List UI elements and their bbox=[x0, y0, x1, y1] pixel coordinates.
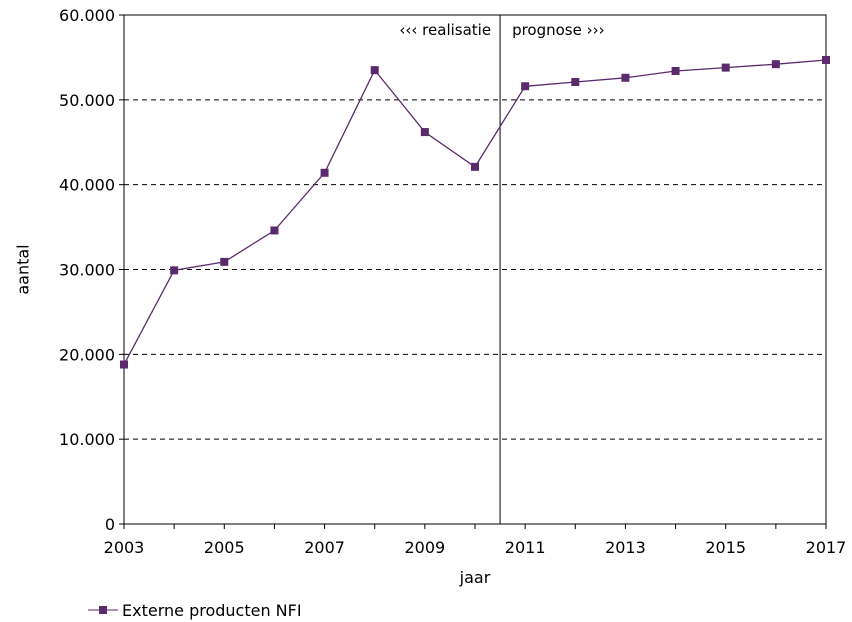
x-tick-label: 2011 bbox=[505, 538, 546, 557]
data-point-marker bbox=[220, 257, 229, 266]
data-point-marker bbox=[521, 82, 530, 91]
data-point-marker bbox=[270, 226, 279, 235]
data-point-marker bbox=[721, 63, 730, 72]
y-tick-label: 10.000 bbox=[59, 430, 115, 449]
x-axis-ticks: 2003 2005 2007 2009 2011 2013 2015 2017 bbox=[104, 524, 847, 557]
data-point-marker bbox=[771, 60, 780, 69]
x-tick-label: 2009 bbox=[404, 538, 445, 557]
data-point-marker bbox=[671, 66, 680, 75]
data-point-marker bbox=[120, 360, 128, 369]
y-tick-label: 30.000 bbox=[59, 261, 115, 280]
x-tick-label: 2013 bbox=[605, 538, 646, 557]
x-tick-label: 2015 bbox=[705, 538, 746, 557]
data-point-marker bbox=[420, 128, 429, 137]
series-externe-producten-nfi bbox=[120, 55, 830, 369]
legend-label: Externe producten NFI bbox=[122, 601, 302, 620]
y-tick-label: 60.000 bbox=[59, 6, 115, 25]
grid-lines bbox=[124, 99, 826, 440]
data-point-marker bbox=[822, 55, 830, 64]
data-point-marker bbox=[170, 266, 179, 275]
x-tick-label: 2007 bbox=[304, 538, 345, 557]
y-tick-label: 40.000 bbox=[59, 176, 115, 195]
x-tick-label: 2003 bbox=[104, 538, 145, 557]
data-point-marker bbox=[621, 73, 630, 82]
x-tick-label: 2017 bbox=[806, 538, 847, 557]
annotation-prognose: prognose ››› bbox=[512, 21, 605, 39]
x-axis-title: jaar bbox=[459, 568, 491, 587]
series-line bbox=[123, 59, 827, 365]
legend-marker-swatch bbox=[99, 606, 107, 614]
data-point-marker bbox=[370, 66, 379, 75]
y-axis-title: aantal bbox=[14, 244, 33, 294]
legend: Externe producten NFI bbox=[88, 601, 302, 620]
y-tick-label: 20.000 bbox=[59, 345, 115, 364]
x-tick-label: 2005 bbox=[204, 538, 245, 557]
y-axis-ticks: 0 10.000 20.000 30.000 40.000 50.000 60.000 bbox=[59, 6, 124, 534]
data-point-marker bbox=[571, 78, 580, 87]
y-tick-label: 0 bbox=[105, 515, 115, 534]
data-point-marker bbox=[471, 162, 479, 171]
data-point-marker bbox=[320, 168, 329, 177]
y-tick-label: 50.000 bbox=[59, 91, 115, 110]
annotation-realisatie: ‹‹‹ realisatie bbox=[399, 21, 491, 39]
